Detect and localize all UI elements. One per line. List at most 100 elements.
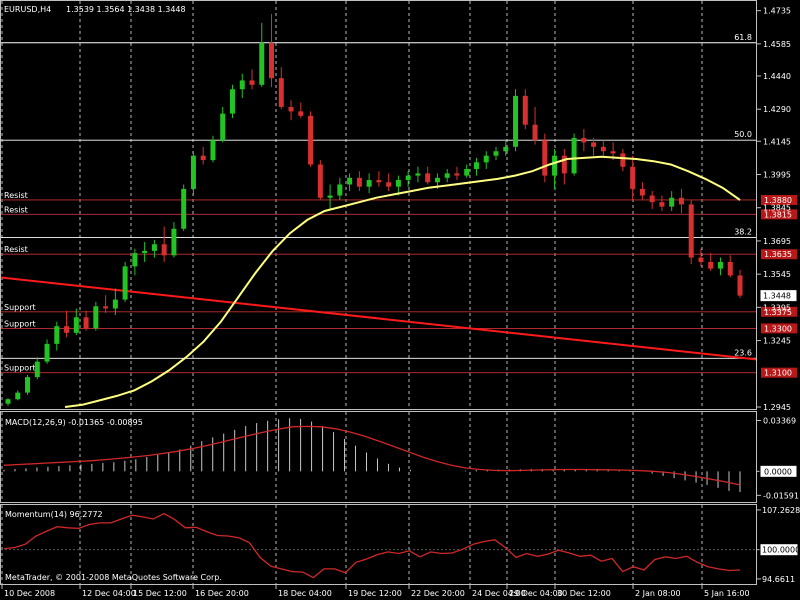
candle-body — [522, 95, 528, 125]
candle-body — [513, 95, 519, 147]
candle-body — [44, 343, 50, 362]
current-price-box — [759, 289, 798, 303]
candles-layer — [5, 13, 743, 406]
candle-body — [249, 80, 255, 85]
candle-body — [181, 188, 187, 229]
macd-tick-label: 0.0000 — [764, 467, 792, 476]
candle-body — [610, 151, 616, 154]
candle-body — [298, 111, 304, 116]
time-tick-label: 18 Dec 04:00 — [278, 589, 332, 598]
sr-level-label: Resist — [4, 245, 28, 254]
price-tag-box — [761, 323, 797, 334]
candle-body — [649, 195, 655, 203]
price-tick-label: 1.4290 — [763, 105, 791, 114]
candle-body — [717, 261, 723, 269]
candle-body — [327, 195, 333, 198]
candle-body — [54, 326, 60, 344]
time-tick-label: 29 Dec 04:00 — [509, 589, 563, 598]
candle-body — [122, 266, 128, 300]
moving-average-layer — [64, 155, 741, 408]
candle-body — [386, 182, 392, 187]
price-tick-label: 1.2945 — [763, 403, 791, 412]
candle-body — [444, 173, 450, 178]
candle-body — [132, 253, 138, 267]
price-tag-label: 1.3815 — [764, 210, 792, 219]
candle-body — [308, 115, 314, 165]
candle-body — [737, 275, 743, 296]
moving-average-line — [64, 155, 741, 408]
candle-body — [561, 155, 567, 174]
candle-body — [591, 142, 597, 147]
candle-body — [142, 250, 148, 254]
candle-body — [171, 228, 177, 256]
momentum-tick-label: 94.6611 — [762, 575, 795, 584]
candle-body — [200, 155, 206, 161]
price-tag-box — [761, 194, 797, 205]
candle-body — [239, 80, 245, 90]
price-tag-label: 1.3635 — [764, 250, 792, 259]
candle-body — [93, 306, 99, 329]
sr-level-label: Resist — [4, 191, 28, 200]
candle-body — [190, 155, 196, 189]
copyright-label: MetaTrader, © 2001-2008 MetaQuotes Softw… — [5, 573, 222, 582]
candle-body — [15, 392, 21, 400]
time-tick-label: 15 Dec 12:00 — [133, 589, 187, 598]
candle-body — [220, 113, 226, 141]
time-tick-label: 30 Dec 12:00 — [557, 589, 611, 598]
momentum-tick-label: 107.2628 — [762, 506, 800, 515]
price-tag-box — [761, 209, 797, 220]
fib-level-label: 38.2 — [734, 228, 752, 237]
candle-body — [103, 306, 109, 309]
time-tick-label: 2 Jan 08:00 — [635, 589, 681, 598]
candle-body — [542, 140, 548, 176]
candle-body — [688, 204, 694, 258]
price-tick-label: 1.3545 — [763, 270, 791, 279]
price-tick-label: 1.3995 — [763, 171, 791, 180]
price-tick-label: 1.3245 — [763, 337, 791, 346]
price-tick-label: 1.3695 — [763, 237, 791, 246]
macd-signal-line — [3, 425, 741, 486]
candle-body — [669, 197, 675, 207]
candle-body — [317, 164, 323, 198]
candle-body — [366, 180, 372, 187]
candle-body — [405, 175, 411, 181]
candle-body — [5, 399, 11, 404]
main-pane[interactable] — [0, 0, 757, 410]
time-tick-label: 22 Dec 20:00 — [411, 589, 465, 598]
candle-body — [64, 326, 70, 333]
candle-body — [259, 42, 265, 85]
fib-level-label: 23.6 — [734, 348, 752, 357]
symbol-label: EURUSD,H4 — [4, 5, 51, 14]
candle-body — [571, 137, 577, 174]
candle-body — [600, 146, 606, 152]
price-tag-label: 1.3880 — [764, 196, 792, 205]
price-axis: 1.3880 1.3815 1.3635 1.3375 1.3300 1.3100 1.47… — [757, 7, 800, 584]
candle-body — [630, 166, 636, 189]
sr-level-label: Support — [4, 364, 36, 373]
candle-body — [425, 173, 431, 183]
price-tick-label: 1.4145 — [763, 137, 791, 146]
sr-level-label: Resist — [4, 205, 28, 214]
candle-body — [483, 155, 489, 163]
momentum-base-box — [759, 543, 799, 557]
price-tag-label: 1.3300 — [764, 324, 792, 333]
candle-body — [356, 177, 362, 187]
price-tag-label: 1.3375 — [764, 308, 792, 317]
time-tick-label: 10 Dec 2008 — [4, 589, 55, 598]
momentum-label: Momentum(14) 96.2772 — [5, 510, 103, 519]
candle-body — [698, 257, 704, 262]
candle-body — [73, 317, 79, 333]
price-tick-label: 1.4735 — [763, 7, 791, 16]
macd-tick-label: -0.01591 — [763, 491, 799, 500]
candle-body — [151, 244, 157, 251]
candle-body — [229, 89, 235, 114]
time-tick-label: 5 Jan 16:00 — [704, 589, 750, 598]
candle-body — [708, 261, 714, 269]
candle-body — [532, 124, 538, 141]
candle-body — [581, 137, 587, 143]
candle-body — [473, 162, 479, 169]
candle-body — [454, 173, 460, 176]
macd-pane[interactable] — [0, 411, 757, 503]
